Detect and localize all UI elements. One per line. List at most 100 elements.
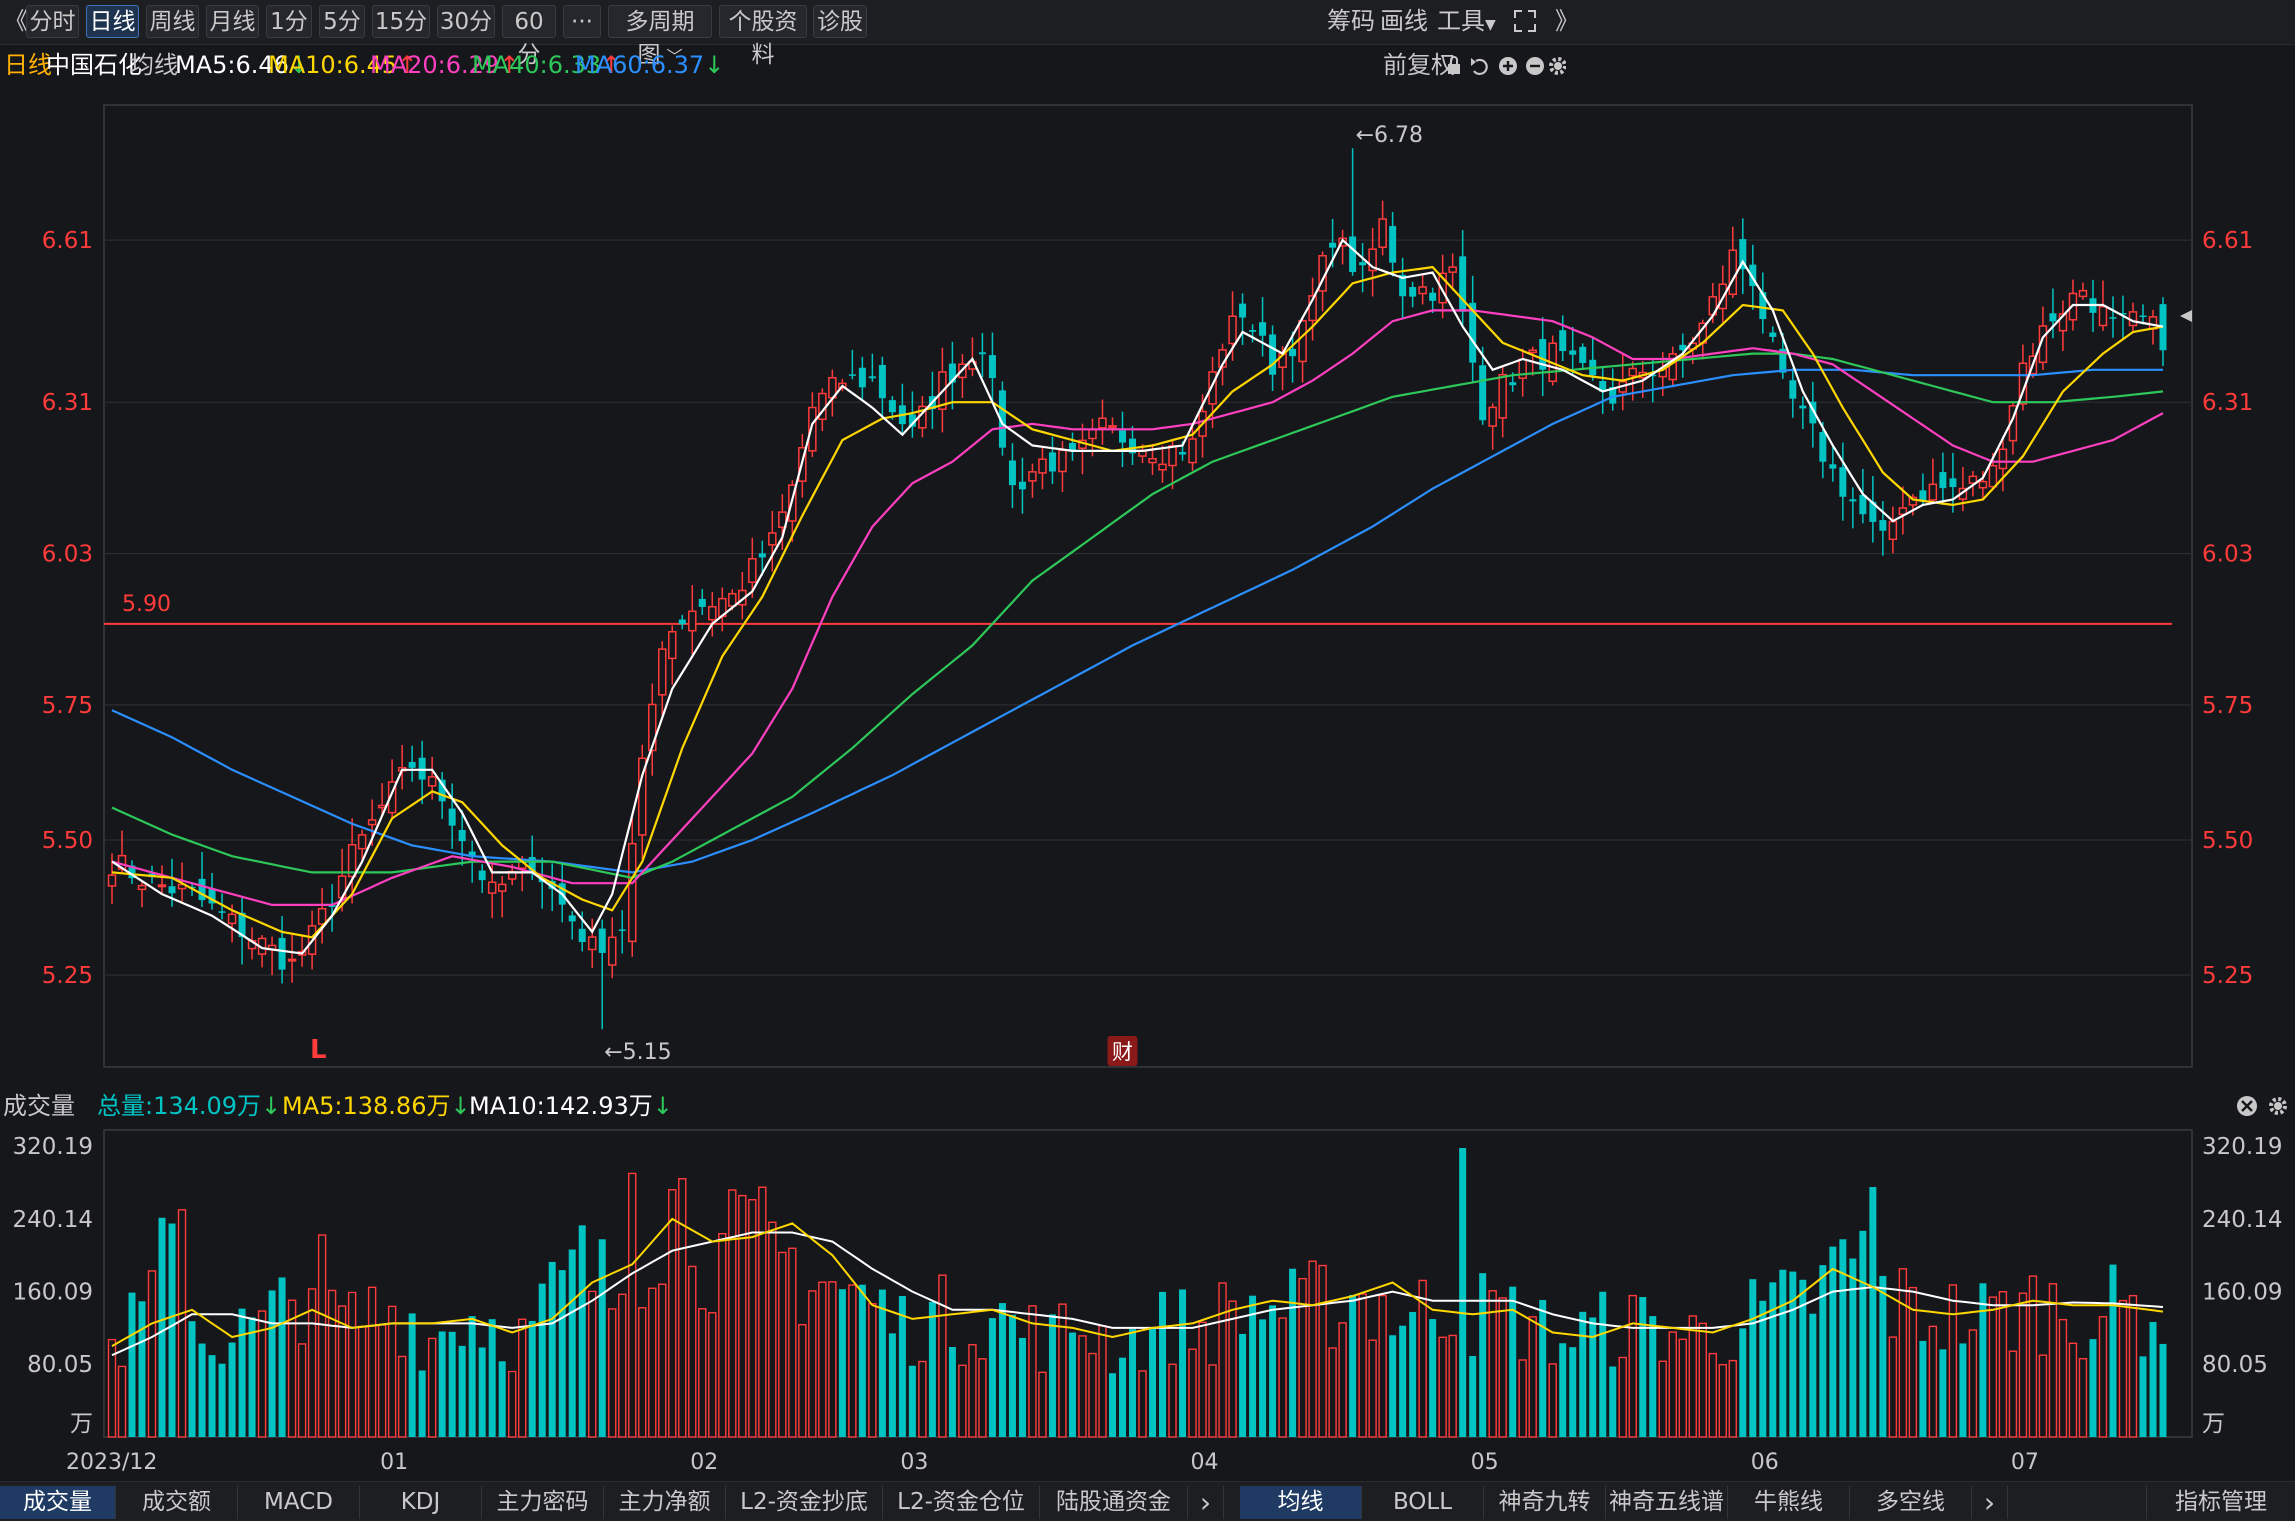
candle-body	[1859, 494, 1867, 515]
candle-body	[1569, 350, 1577, 355]
volume-y-tick-left: 320.19	[13, 1134, 93, 1160]
tab-northbound[interactable]: 陆股通资金	[1040, 1486, 1188, 1519]
tab-weekly[interactable]: 周线	[146, 5, 199, 38]
gear-icon[interactable]	[2269, 1097, 2287, 1115]
indicator-manage-button[interactable]: 指标管理	[2146, 1486, 2295, 1519]
volume-bar	[1919, 1340, 1927, 1437]
multi-period-dropdown[interactable]: 多周期图 ﹀	[608, 5, 712, 68]
volume-bar	[1908, 1286, 1918, 1438]
candle-body	[1988, 464, 1998, 488]
volume-bar	[1349, 1294, 1357, 1437]
candle-body	[1329, 242, 1337, 248]
tab-5min[interactable]: 5分	[319, 5, 365, 38]
volume-bar	[1829, 1246, 1837, 1437]
x-tick-label: 02	[690, 1450, 718, 1475]
tools-dropdown[interactable]: 工具▼	[1437, 5, 1496, 38]
expand-right-icon[interactable]: 》	[1555, 7, 1579, 35]
tab-l2-bottom[interactable]: L2-资金抄底	[726, 1486, 883, 1519]
volume-bar	[798, 1323, 807, 1438]
adjust-mode-button[interactable]: 前复权	[1383, 51, 1455, 79]
tab-magic-nine[interactable]: 神奇九转	[1484, 1486, 1606, 1519]
volume-bar	[1819, 1265, 1827, 1437]
arrow-down-icon: ↓	[288, 51, 310, 79]
volume-chart[interactable]: 320.19 320.19 240.14 240.14 160.09 160.09 80.0…	[0, 1126, 2295, 1481]
volume-bar	[2089, 1339, 2097, 1437]
tab-1min[interactable]: 1分	[266, 5, 312, 38]
volume-bar	[468, 1316, 476, 1437]
lock-icon[interactable]	[1448, 56, 1460, 74]
candle-body	[1048, 452, 1056, 472]
candle-body	[1018, 481, 1026, 490]
candle-body	[1769, 332, 1777, 337]
price-chart[interactable]: 6.61 6.61 6.31 6.31 6.03 6.03 5.75 5.75 5.50 5.50…	[0, 85, 2295, 1085]
tab-30min[interactable]: 30分	[437, 5, 495, 38]
stock-info-button[interactable]: 个股资料	[719, 5, 807, 68]
tab-turnover[interactable]: 成交额	[116, 1486, 238, 1519]
candle-body	[1389, 226, 1397, 263]
tab-daily[interactable]: 日线	[86, 5, 139, 38]
candle-body	[1599, 381, 1607, 392]
high-price-label: ←6.78	[1356, 123, 1423, 148]
tab-intraday[interactable]: 分时	[26, 5, 79, 38]
tab-bull-bear[interactable]: 牛熊线	[1728, 1486, 1850, 1519]
candle-body	[708, 605, 717, 621]
volume-bar	[2078, 1358, 2088, 1438]
tab-main-code[interactable]: 主力密码	[482, 1486, 604, 1519]
candle-body	[367, 819, 377, 826]
zoom-in-icon[interactable]	[1499, 57, 1517, 75]
volume-bar	[218, 1363, 226, 1437]
volume-bar	[828, 1281, 837, 1438]
tab-macd[interactable]: MACD	[238, 1486, 360, 1519]
more-periods-button[interactable]: ···	[563, 5, 601, 38]
chevron-right-icon[interactable]: ›	[1188, 1486, 1224, 1519]
chevron-right-icon[interactable]: ›	[1972, 1486, 2008, 1519]
volume-bar	[1658, 1360, 1667, 1438]
diagnose-button[interactable]: 诊股	[813, 5, 867, 38]
volume-bar	[908, 1365, 916, 1437]
fullscreen-icon[interactable]	[1514, 10, 1536, 32]
volume-bar	[978, 1358, 987, 1438]
collapse-left-icon[interactable]: 《	[4, 7, 28, 35]
volume-title: 成交量	[3, 1092, 75, 1120]
volume-bar	[1749, 1279, 1757, 1437]
volume-bar	[128, 1292, 136, 1437]
tab-l2-position[interactable]: L2-资金仓位	[883, 1486, 1040, 1519]
candle-body	[1259, 322, 1267, 336]
chips-button[interactable]: 筹码	[1327, 7, 1375, 35]
volume-bar	[408, 1313, 416, 1437]
candle-body	[658, 648, 667, 696]
volume-bar	[188, 1321, 196, 1437]
candle-body	[908, 414, 916, 427]
candle-body	[2058, 313, 2068, 332]
candle-body	[1128, 438, 1136, 454]
tab-15min[interactable]: 15分	[372, 5, 430, 38]
tab-long-short[interactable]: 多空线	[1850, 1486, 1972, 1519]
gear-icon[interactable]	[1549, 57, 1566, 75]
tab-magic-five[interactable]: 神奇五线谱	[1606, 1486, 1728, 1519]
volume-bar	[658, 1283, 667, 1438]
marker-l: L	[310, 1035, 327, 1065]
y-tick-label-right: 6.31	[2202, 390, 2253, 416]
volume-bar	[2028, 1275, 2038, 1438]
close-icon[interactable]	[2237, 1096, 2257, 1116]
candle-body	[387, 781, 397, 814]
tab-ma[interactable]: 均线	[1240, 1486, 1362, 1519]
volume-bar	[1789, 1271, 1797, 1437]
tab-boll[interactable]: BOLL	[1362, 1486, 1484, 1519]
tab-main-net[interactable]: 主力净额	[604, 1486, 726, 1519]
zoom-out-icon[interactable]	[1526, 57, 1544, 75]
tab-60min[interactable]: 60分	[502, 5, 556, 68]
tab-kdj[interactable]: KDJ	[360, 1486, 482, 1519]
volume-bar	[758, 1186, 767, 1438]
volume-bar	[1609, 1366, 1617, 1437]
volume-bar	[347, 1291, 357, 1438]
tab-monthly[interactable]: 月线	[206, 5, 259, 38]
volume-y-tick-right: 320.19	[2202, 1134, 2282, 1160]
ma-label[interactable]: 均线	[130, 51, 178, 79]
volume-bar	[2038, 1354, 2048, 1438]
tab-volume[interactable]: 成交量	[0, 1486, 116, 1519]
volume-bar	[1429, 1319, 1437, 1437]
volume-bar	[648, 1287, 657, 1438]
draw-line-button[interactable]: 画线	[1380, 7, 1428, 35]
undo-icon[interactable]	[1471, 58, 1488, 76]
